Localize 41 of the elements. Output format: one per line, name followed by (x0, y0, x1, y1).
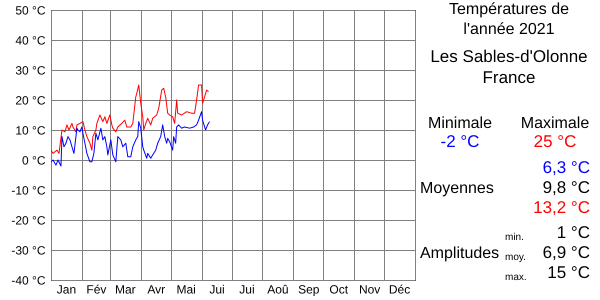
text: 15 °C (547, 263, 590, 282)
y-tick-label: 40 °C (15, 34, 46, 48)
x-tick-label: Fév (86, 282, 106, 296)
y-tick-label: 30 °C (15, 64, 46, 78)
x-tick-label: Jan (56, 282, 76, 296)
text: 9,8 °C (542, 178, 590, 197)
text: 6,3 °C (542, 158, 590, 177)
y-tick-label: -30 °C (11, 244, 46, 258)
x-tick-label: Avr (147, 282, 166, 296)
y-tick-label: 0 °C (22, 154, 46, 168)
y-tick-label: -10 °C (11, 184, 46, 198)
text: 6,9 °C (542, 243, 590, 262)
text: moy. (505, 251, 526, 265)
x-tick-label: Mar (114, 282, 136, 296)
x-tick-label: Aoû (267, 282, 289, 296)
y-tick-label: -40 °C (11, 274, 46, 288)
x-tick-label: Nov (358, 282, 380, 296)
y-tick-label: 50 °C (15, 4, 46, 18)
text: 1 °C (556, 223, 590, 242)
line-series (51, 84, 210, 154)
text: min. (505, 231, 524, 245)
x-tick-label: Déc (388, 282, 410, 296)
text: 25 °C (534, 132, 576, 151)
text: -2 °C (440, 132, 480, 151)
text: max. (505, 271, 527, 285)
x-tick-label: Mai (176, 282, 196, 296)
text: Les Sables-d'Olonne France (429, 46, 589, 88)
x-tick-label: Jui (209, 282, 225, 296)
text: Amplitudes (420, 245, 500, 263)
x-tick-label: Sep (298, 282, 320, 296)
y-tick-label: 20 °C (15, 94, 46, 108)
line-series (51, 111, 210, 166)
text: Minimale (428, 115, 492, 133)
text: Températures de l'année 2021 (448, 0, 570, 40)
text: 13,2 °C (533, 198, 590, 217)
text: Moyennes (420, 180, 494, 198)
y-tick-label: -20 °C (11, 214, 46, 228)
x-tick-label: Jui (239, 282, 255, 296)
y-tick-label: 10 °C (15, 124, 46, 138)
x-tick-label: Oct (329, 282, 349, 296)
text: Maximale (520, 115, 590, 133)
